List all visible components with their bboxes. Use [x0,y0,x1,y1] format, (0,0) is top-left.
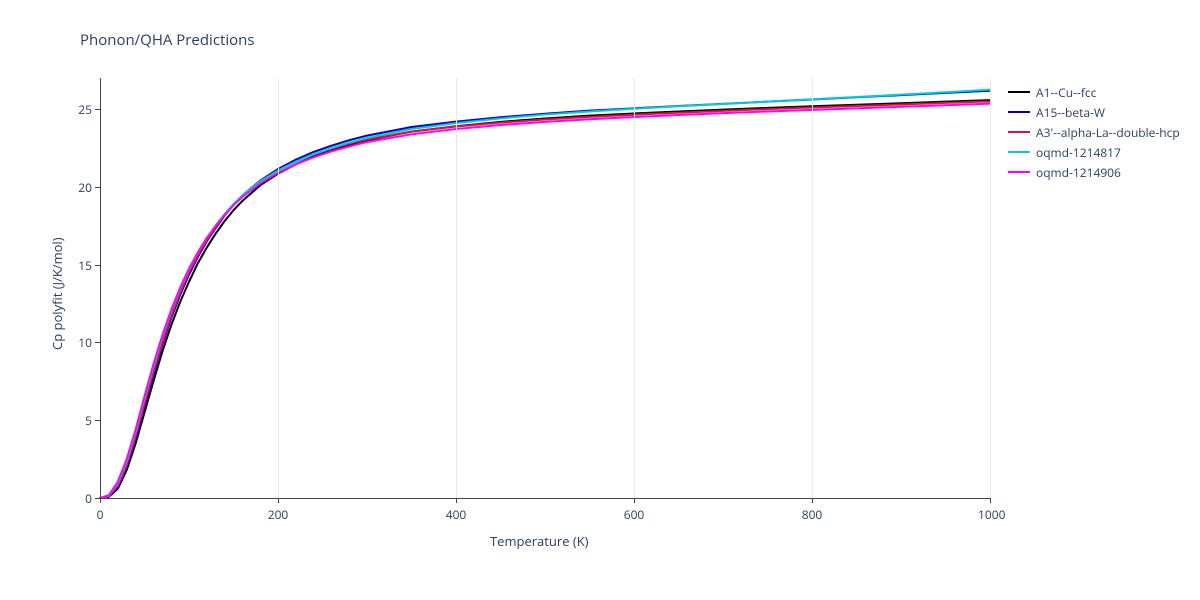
series-line[interactable] [100,104,990,498]
x-tick-label: 1000 [978,506,1002,523]
legend-item[interactable]: A3'--alpha-La--double-hcp [1008,122,1180,142]
x-axis-line [100,498,990,499]
y-tick-label: 15 [66,257,92,274]
legend-swatch [1008,111,1030,113]
legend-item[interactable]: A15--beta-W [1008,102,1180,122]
series-line[interactable] [100,91,990,498]
y-axis-label: Cp polyfit (J/K/mol) [48,237,66,350]
legend-item[interactable]: oqmd-1214817 [1008,142,1180,162]
x-tick-label: 600 [622,506,646,523]
x-tick-mark [990,498,991,503]
grid-line-v [456,78,457,498]
y-tick-label: 0 [66,490,92,507]
series-line[interactable] [100,100,990,498]
legend: A1--Cu--fcc A15--beta-W A3'--alpha-La--dou… [1008,82,1180,182]
grid-line-v [812,78,813,498]
legend-swatch [1008,91,1030,93]
x-tick-label: 400 [444,506,468,523]
legend-swatch [1008,151,1030,153]
y-tick-label: 25 [66,101,92,118]
legend-label: oqmd-1214817 [1036,144,1121,161]
grid-line-v [634,78,635,498]
legend-swatch [1008,171,1030,173]
x-tick-label: 200 [266,506,290,523]
legend-item[interactable]: oqmd-1214906 [1008,162,1180,182]
legend-label: A1--Cu--fcc [1036,84,1096,101]
y-tick-label: 10 [66,334,92,351]
series-line[interactable] [100,101,990,498]
chart-container: Phonon/QHA Predictions Temperature (K) C… [0,0,1200,600]
x-tick-label: 800 [800,506,824,523]
x-tick-label: 0 [88,506,112,523]
y-axis-line [100,78,101,498]
legend-label: A3'--alpha-La--double-hcp [1036,124,1180,141]
series-line[interactable] [100,90,990,498]
legend-label: A15--beta-W [1036,104,1105,121]
x-axis-label: Temperature (K) [490,532,589,550]
y-tick-label: 20 [66,179,92,196]
legend-item[interactable]: A1--Cu--fcc [1008,82,1180,102]
legend-swatch [1008,131,1030,133]
grid-line-v [278,78,279,498]
legend-label: oqmd-1214906 [1036,164,1121,181]
grid-line-v [990,78,991,498]
y-tick-label: 5 [66,412,92,429]
